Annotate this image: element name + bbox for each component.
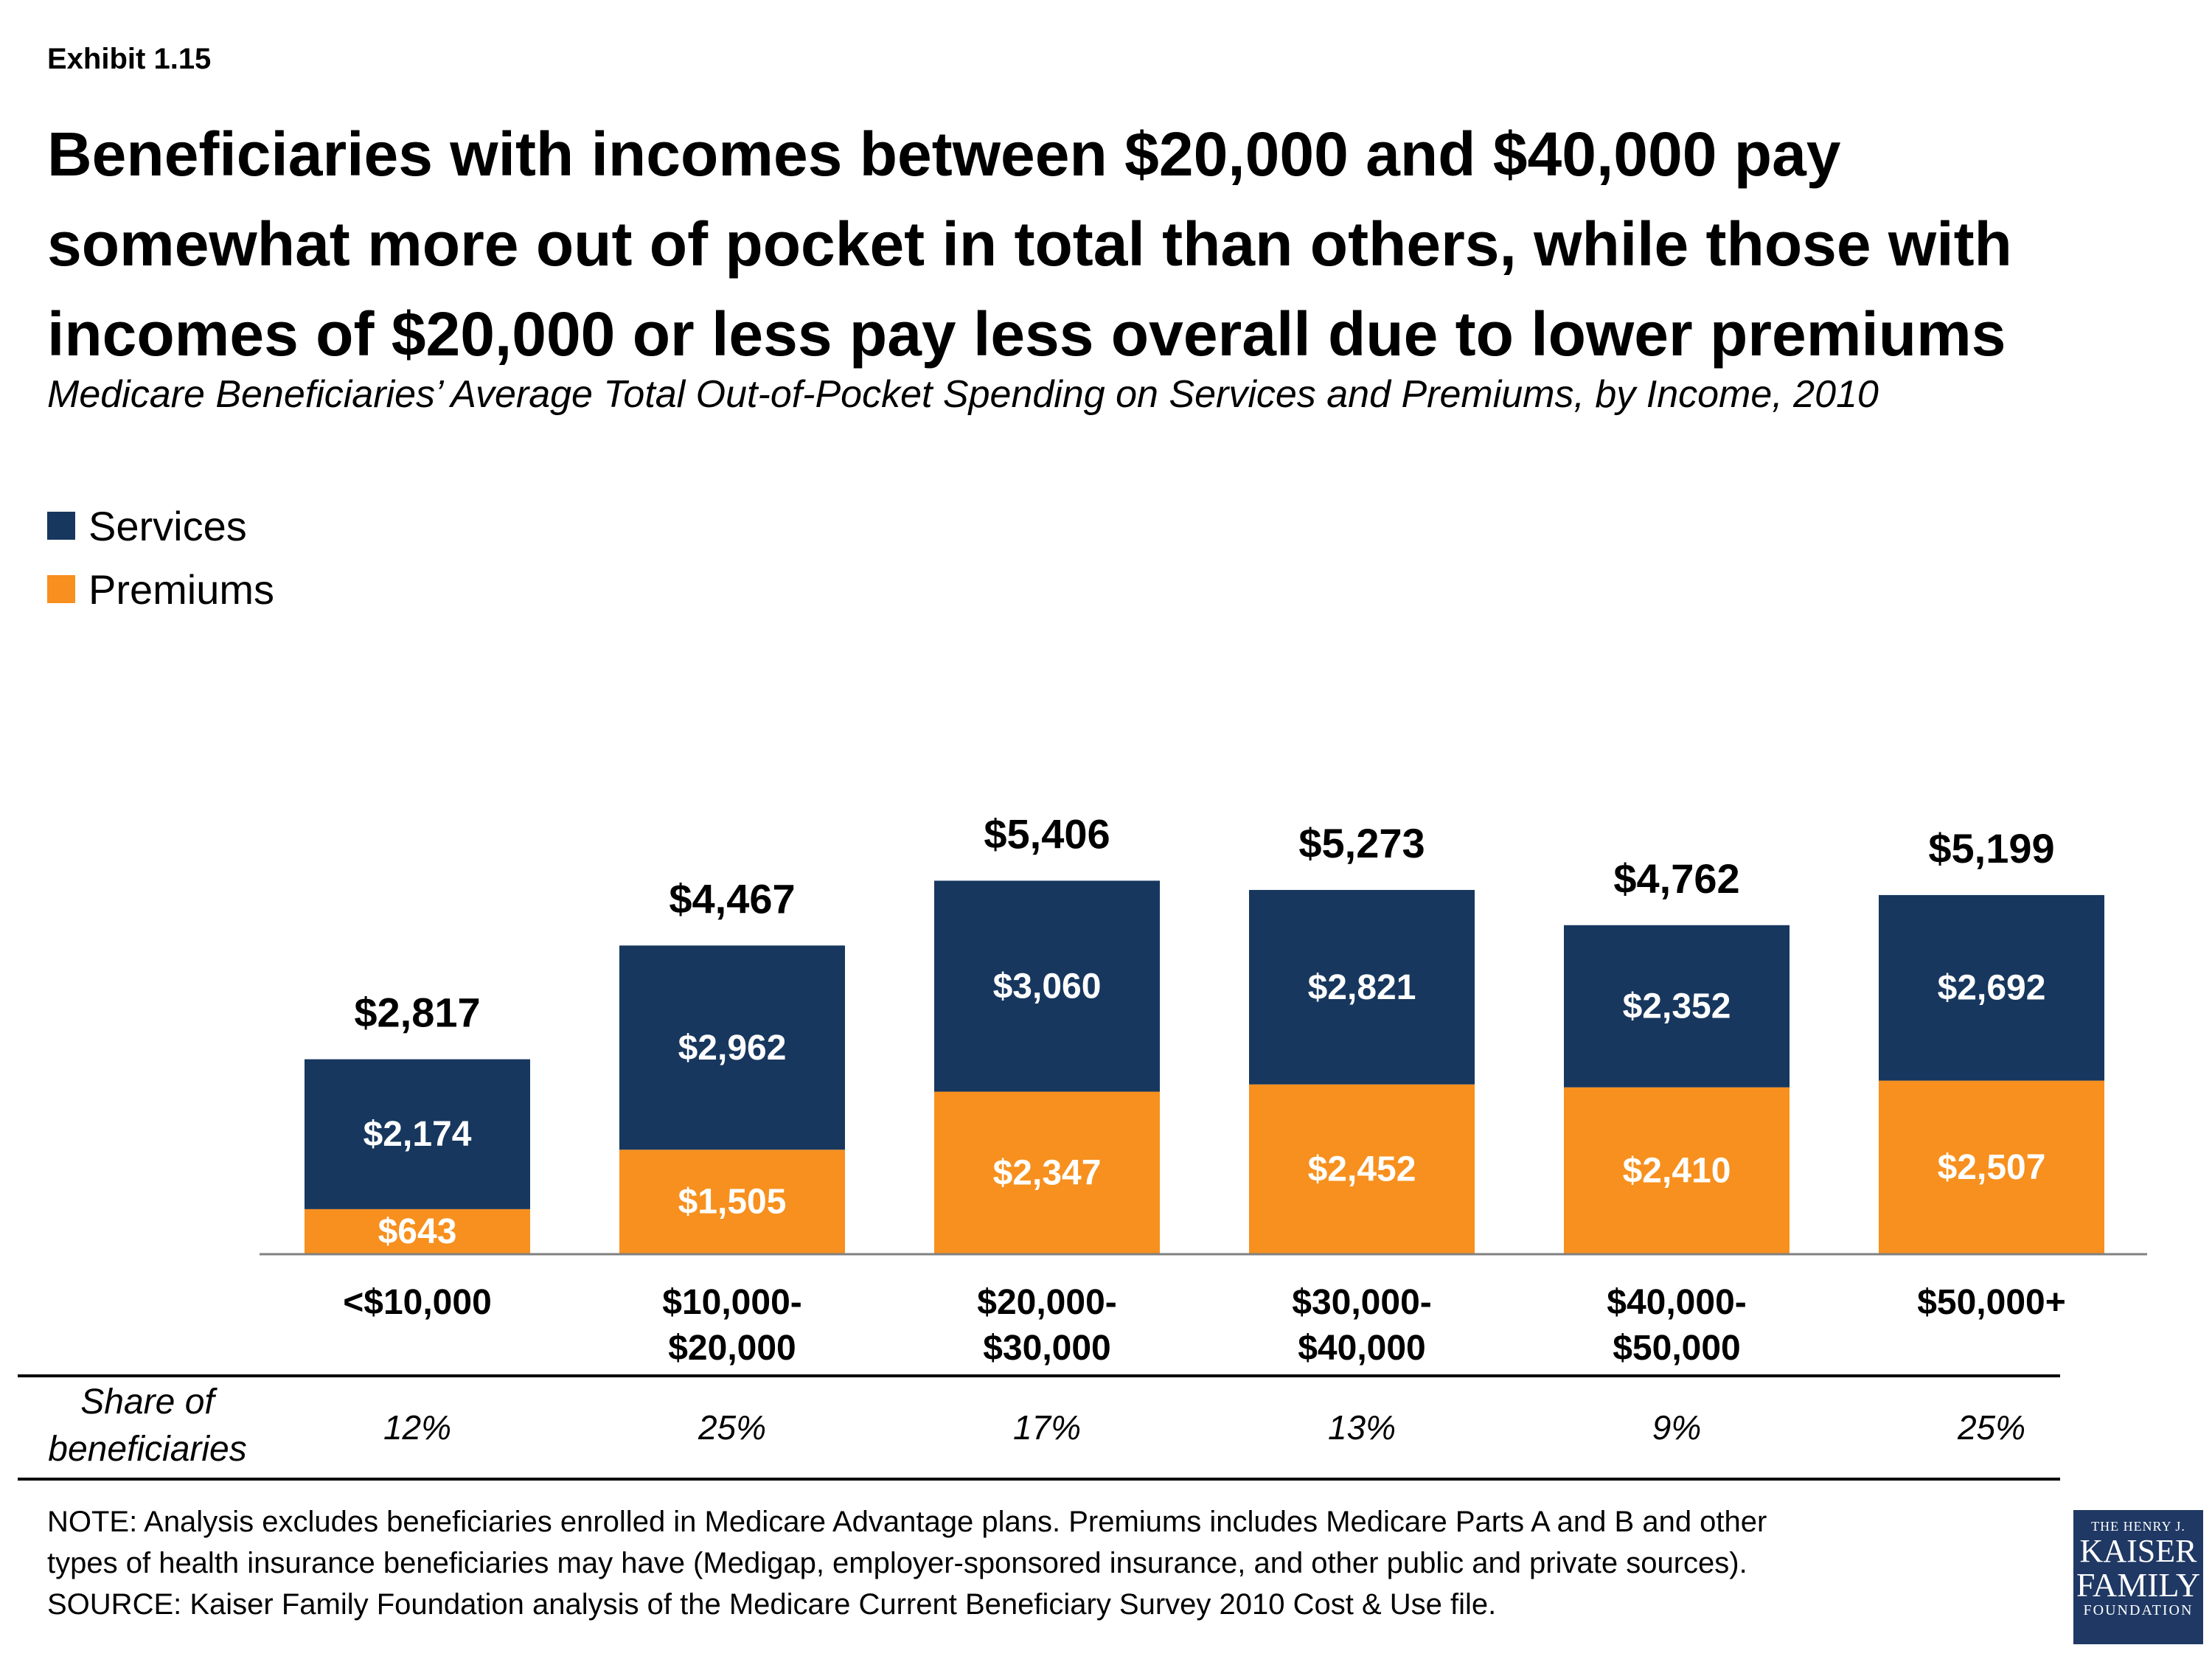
total-label: $5,199 [1928, 825, 2054, 872]
total-label: $2,817 [354, 990, 480, 1036]
legend-swatch-services [47, 512, 75, 540]
category-label: $10,000- [662, 1283, 802, 1322]
share-value: 9% [1652, 1408, 1701, 1447]
footnote: NOTE: Analysis excludes beneficiaries en… [47, 1501, 2053, 1625]
logo-line: FOUNDATION [2083, 1602, 2194, 1618]
data-label-services: $2,692 [1938, 969, 2046, 1008]
category-label: <$10,000 [343, 1283, 492, 1322]
data-label-premiums: $2,507 [1938, 1148, 2046, 1187]
data-label-services: $2,174 [364, 1115, 472, 1154]
legend-swatch-premiums [47, 575, 75, 603]
data-label-premiums: $1,505 [678, 1183, 787, 1222]
bar-premiums [305, 1208, 530, 1253]
share-top-rule [18, 1374, 2060, 1377]
logo-line: FAMILY [2076, 1566, 2201, 1604]
legend-item-services: Services [47, 494, 274, 557]
category-label: $40,000- [1607, 1283, 1747, 1322]
chart-subtitle: Medicare Beneficiaries’ Average Total Ou… [47, 373, 1879, 416]
exhibit-number: Exhibit 1.15 [47, 43, 212, 75]
share-value: 25% [698, 1408, 766, 1447]
title-line: Beneficiaries with incomes between $20,0… [47, 119, 1841, 189]
title-line: somewhat more out of pocket in total tha… [47, 209, 2012, 279]
total-label: $4,762 [1613, 855, 1739, 902]
source-line: SOURCE: Kaiser Family Foundation analysi… [47, 1588, 1497, 1621]
title-line: incomes of $20,000 or less pay less over… [47, 299, 2006, 369]
bar-services [305, 1059, 530, 1209]
share-row-label: Share of beneficiaries [29, 1379, 265, 1473]
bar-premiums [934, 1091, 1160, 1253]
share-bottom-rule [18, 1478, 2060, 1481]
share-value: 25% [1957, 1408, 2025, 1447]
share-value: 12% [383, 1408, 451, 1447]
data-label-services: $2,821 [1308, 968, 1416, 1007]
legend-label-premiums: Premiums [88, 566, 275, 613]
category-label: $50,000+ [1917, 1283, 2066, 1322]
category-label: $30,000 [983, 1329, 1111, 1368]
data-label-premiums: $2,347 [993, 1153, 1102, 1192]
total-label: $4,467 [669, 875, 795, 922]
bar-premiums [1879, 1080, 2104, 1253]
bar-premiums [619, 1150, 845, 1253]
data-label-services: $3,060 [993, 967, 1102, 1006]
bar-services [1564, 925, 1790, 1088]
bar-services [1879, 894, 2104, 1081]
data-label-premiums: $2,452 [1308, 1150, 1416, 1189]
category-label: $40,000 [1298, 1329, 1426, 1368]
bar-premiums [1249, 1084, 1475, 1253]
share-value: 17% [1013, 1408, 1081, 1447]
bar-premiums [1564, 1087, 1790, 1253]
legend: Services Premiums [47, 494, 274, 621]
chart-title: Beneficiaries with incomes between $20,0… [47, 109, 2171, 379]
logo-line: THE HENRY J. [2091, 1519, 2185, 1534]
category-label: $20,000 [668, 1329, 796, 1368]
share-label-line: beneficiaries [48, 1430, 247, 1469]
logo-line: KAISER [2079, 1533, 2197, 1569]
note-line: NOTE: Analysis excludes beneficiaries en… [47, 1506, 1767, 1538]
legend-label-services: Services [88, 502, 247, 549]
data-label-premiums: $2,410 [1623, 1151, 1731, 1190]
share-value: 13% [1328, 1408, 1396, 1447]
note-line: types of health insurance beneficiaries … [47, 1547, 1747, 1579]
category-label: $30,000- [1292, 1283, 1432, 1322]
data-label-premiums: $643 [378, 1212, 457, 1251]
data-label-services: $2,962 [678, 1029, 787, 1068]
total-label: $5,406 [984, 810, 1110, 857]
bar-services [934, 880, 1160, 1092]
category-label: $50,000 [1613, 1329, 1741, 1368]
total-label: $5,273 [1298, 820, 1425, 866]
category-label: $20,000- [977, 1283, 1117, 1322]
kff-logo: THE HENRY J. KAISER FAMILY FOUNDATION [2073, 1510, 2203, 1644]
bar-services [619, 945, 845, 1150]
legend-item-premiums: Premiums [47, 557, 274, 621]
share-label-line: Share of [80, 1382, 215, 1422]
bar-services [1249, 889, 1475, 1085]
data-label-services: $2,352 [1623, 987, 1731, 1026]
